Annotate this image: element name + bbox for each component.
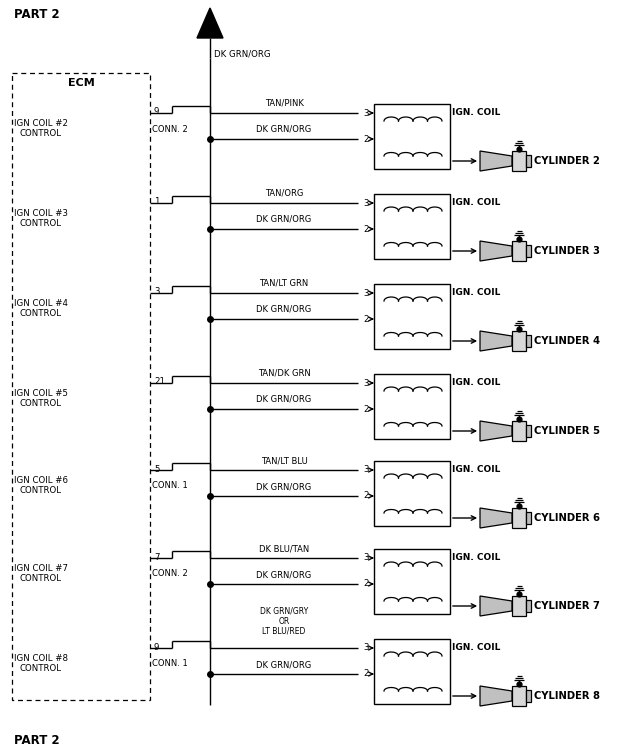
Bar <box>374 549 450 614</box>
Text: CYLINDER 5: CYLINDER 5 <box>534 426 600 436</box>
Bar <box>374 374 450 439</box>
Text: DK GRN/ORG: DK GRN/ORG <box>256 125 311 134</box>
Text: 1: 1 <box>154 197 159 206</box>
Text: A: A <box>205 16 215 29</box>
Bar <box>526 425 531 437</box>
Text: DK GRN/ORG: DK GRN/ORG <box>256 215 311 224</box>
Text: TAN/LT BLU: TAN/LT BLU <box>261 456 307 465</box>
Text: CYLINDER 3: CYLINDER 3 <box>534 246 600 256</box>
Text: TAN/PINK: TAN/PINK <box>265 99 303 108</box>
Text: 3: 3 <box>363 379 368 388</box>
Bar <box>526 245 531 257</box>
Polygon shape <box>480 241 512 261</box>
Text: 3: 3 <box>363 644 368 652</box>
Text: PART 2: PART 2 <box>14 8 59 20</box>
Text: IGN. COIL: IGN. COIL <box>452 378 501 387</box>
Text: CYLINDER 8: CYLINDER 8 <box>534 691 600 701</box>
Text: IGN COIL #8
CONTROL: IGN COIL #8 CONTROL <box>14 654 68 674</box>
Text: DK GRN/ORG: DK GRN/ORG <box>256 660 311 669</box>
Text: CYLINDER 4: CYLINDER 4 <box>534 336 600 346</box>
Polygon shape <box>480 421 512 441</box>
Text: IGN. COIL: IGN. COIL <box>452 465 501 474</box>
Text: 2: 2 <box>363 224 368 233</box>
Bar <box>512 686 526 706</box>
Text: IGN. COIL: IGN. COIL <box>452 288 501 297</box>
Text: IGN. COIL: IGN. COIL <box>452 198 501 207</box>
Text: 3: 3 <box>363 109 368 118</box>
Text: 3: 3 <box>154 287 159 296</box>
Text: CONN. 1: CONN. 1 <box>152 659 188 668</box>
Text: 3: 3 <box>363 466 368 475</box>
Bar <box>512 331 526 351</box>
Text: CONN. 2: CONN. 2 <box>152 569 188 578</box>
Text: IGN COIL #7
CONTROL: IGN COIL #7 CONTROL <box>14 564 68 584</box>
Polygon shape <box>480 596 512 616</box>
Text: DK GRN/ORG: DK GRN/ORG <box>214 50 271 58</box>
Text: 7: 7 <box>154 553 159 562</box>
Bar <box>526 690 531 702</box>
Bar <box>12 73 150 700</box>
Text: IGN COIL #4
CONTROL: IGN COIL #4 CONTROL <box>14 299 68 319</box>
Text: DK GRN/GRY
OR
LT BLU/RED: DK GRN/GRY OR LT BLU/RED <box>260 606 308 636</box>
Text: 9: 9 <box>154 107 159 116</box>
Text: IGN COIL #6
CONTROL: IGN COIL #6 CONTROL <box>14 476 68 496</box>
Text: DK GRN/ORG: DK GRN/ORG <box>256 482 311 491</box>
Polygon shape <box>480 151 512 171</box>
Text: CONN. 1: CONN. 1 <box>152 482 188 490</box>
Bar <box>374 461 450 526</box>
Text: 3: 3 <box>363 289 368 298</box>
Text: 2: 2 <box>363 670 368 679</box>
Bar <box>512 151 526 171</box>
Bar <box>374 639 450 704</box>
Bar <box>374 104 450 169</box>
Text: DK GRN/ORG: DK GRN/ORG <box>256 570 311 579</box>
Text: DK GRN/ORG: DK GRN/ORG <box>256 395 311 404</box>
Text: CYLINDER 6: CYLINDER 6 <box>534 513 600 523</box>
Text: 2: 2 <box>363 404 368 413</box>
Polygon shape <box>480 331 512 351</box>
Bar <box>374 194 450 259</box>
Bar <box>526 335 531 347</box>
Bar <box>374 284 450 349</box>
Text: DK BLU/TAN: DK BLU/TAN <box>259 544 309 553</box>
Text: 2: 2 <box>363 314 368 323</box>
Bar <box>526 600 531 612</box>
Text: 2: 2 <box>363 491 368 500</box>
Text: TAN/LT GRN: TAN/LT GRN <box>260 279 308 288</box>
Text: IGN. COIL: IGN. COIL <box>452 553 501 562</box>
Bar <box>512 508 526 528</box>
Bar <box>512 421 526 441</box>
Text: DK GRN/ORG: DK GRN/ORG <box>256 305 311 314</box>
Text: 9: 9 <box>154 643 159 652</box>
Text: 2: 2 <box>363 134 368 143</box>
Bar <box>512 241 526 261</box>
Bar <box>512 596 526 616</box>
Bar <box>526 155 531 167</box>
Polygon shape <box>480 686 512 706</box>
Polygon shape <box>197 8 223 38</box>
Text: IGN. COIL: IGN. COIL <box>452 643 501 652</box>
Text: PART 2: PART 2 <box>14 734 59 746</box>
Text: 2: 2 <box>363 580 368 589</box>
Text: IGN. COIL: IGN. COIL <box>452 108 501 117</box>
Text: 3: 3 <box>363 554 368 562</box>
Text: CYLINDER 2: CYLINDER 2 <box>534 156 600 166</box>
Text: 5: 5 <box>154 464 159 473</box>
Text: ECM: ECM <box>67 78 95 88</box>
Polygon shape <box>480 508 512 528</box>
Text: TAN/ORG: TAN/ORG <box>265 189 303 198</box>
Text: CYLINDER 7: CYLINDER 7 <box>534 601 600 611</box>
Bar <box>526 512 531 524</box>
Text: TAN/DK GRN: TAN/DK GRN <box>258 369 310 378</box>
Text: IGN COIL #5
CONTROL: IGN COIL #5 CONTROL <box>14 389 68 409</box>
Text: CONN. 2: CONN. 2 <box>152 124 188 134</box>
Text: IGN COIL #2
CONTROL: IGN COIL #2 CONTROL <box>14 119 68 139</box>
Text: IGN COIL #3
CONTROL: IGN COIL #3 CONTROL <box>14 209 68 229</box>
Text: 3: 3 <box>363 199 368 208</box>
Text: 21: 21 <box>154 377 165 386</box>
